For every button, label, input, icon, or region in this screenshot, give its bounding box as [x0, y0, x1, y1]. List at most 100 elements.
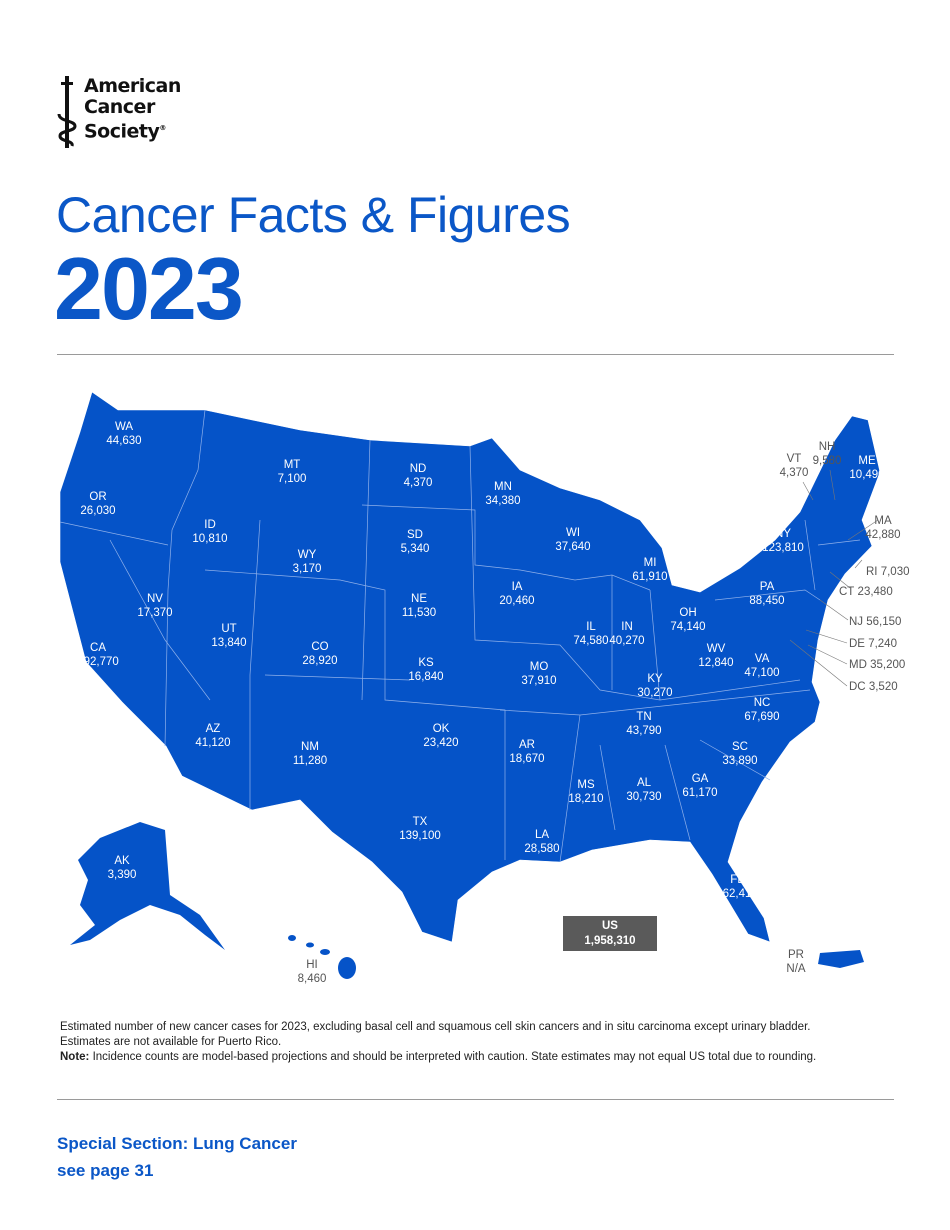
- hawaii-shape: [288, 935, 356, 979]
- state-label-wy: WY 3,170: [293, 548, 322, 576]
- logo-line-3: Society: [84, 120, 160, 143]
- state-value: 10,810: [192, 533, 228, 545]
- state-value: 13,840: [211, 637, 247, 649]
- state-value: 42,880: [865, 529, 901, 541]
- state-value: 28,920: [302, 655, 338, 667]
- state-abbr: VA: [754, 653, 770, 665]
- state-label-wi: WI 37,640: [555, 526, 590, 554]
- state-label-ga: GA 61,170: [682, 772, 717, 800]
- state-value: 43,790: [626, 725, 662, 737]
- state-value: 41,120: [195, 737, 231, 749]
- state-value: 37,640: [555, 541, 591, 553]
- state-value: 10,490: [849, 469, 885, 481]
- state-abbr: FL: [730, 874, 744, 886]
- state-abbr: DE: [849, 638, 865, 650]
- state-abbr: AK: [114, 855, 130, 867]
- state-value: 28,580: [524, 843, 560, 855]
- state-label-vt: VT 4,370: [780, 452, 809, 480]
- state-value: 61,170: [682, 787, 718, 799]
- state-label-wa: WA 44,630: [106, 420, 141, 448]
- state-label-me: ME 10,490: [849, 454, 884, 482]
- state-abbr: GA: [691, 773, 709, 785]
- state-value: 61,910: [632, 571, 668, 583]
- state-abbr: MS: [577, 779, 595, 791]
- note-label: Note:: [60, 1051, 90, 1063]
- special-section[interactable]: Special Section: Lung Cancer see page 31: [57, 1130, 297, 1184]
- state-abbr: ID: [204, 519, 216, 531]
- state-abbr: KS: [418, 657, 434, 669]
- state-abbr: PA: [759, 581, 775, 593]
- state-value: 37,910: [521, 675, 557, 687]
- state-value: 8,460: [297, 973, 327, 985]
- state-label-ma: MA 42,880: [865, 514, 900, 542]
- state-label-nm: NM 11,280: [293, 740, 327, 768]
- state-abbr: OR: [89, 491, 107, 503]
- state-label-ct: CT 23,480: [839, 585, 893, 599]
- state-value: 20,460: [499, 595, 535, 607]
- state-label-nj: NJ 56,150: [849, 615, 901, 629]
- state-label-az: AZ 41,120: [195, 722, 230, 750]
- state-label-fl: FL 162,410: [716, 873, 758, 901]
- state-value: 3,520: [868, 681, 898, 693]
- state-value: 74,580: [573, 635, 609, 647]
- state-abbr: MA: [874, 515, 892, 527]
- leader-lines: [789, 469, 879, 687]
- state-value: 18,670: [509, 753, 545, 765]
- state-abbr: VT: [786, 453, 802, 465]
- state-abbr: CO: [311, 641, 329, 653]
- us-total-box: US 1,958,310: [563, 916, 657, 951]
- state-abbr: IN: [621, 621, 633, 633]
- state-label-oh: OH 74,140: [670, 606, 705, 634]
- state-borders: [59, 409, 861, 863]
- state-value: 3,390: [107, 869, 137, 881]
- state-value: 34,380: [485, 495, 521, 507]
- state-label-nv: NV 17,370: [137, 592, 172, 620]
- state-abbr: UT: [221, 623, 237, 635]
- state-label-ca: CA 192,770: [77, 641, 119, 669]
- state-label-ar: AR 18,670: [509, 738, 544, 766]
- state-abbr: NH: [818, 441, 836, 453]
- acs-logo: American Cancer Society®: [56, 76, 181, 148]
- special-section-title: Special Section: Lung Cancer: [57, 1134, 297, 1153]
- state-abbr: NC: [753, 697, 771, 709]
- state-value: 40,270: [609, 635, 645, 647]
- state-abbr: MO: [529, 661, 549, 673]
- state-value: 11,280: [292, 755, 328, 767]
- state-abbr: WI: [565, 527, 581, 539]
- state-value: 30,730: [626, 791, 662, 803]
- state-value: 9,580: [812, 455, 842, 467]
- state-label-al: AL 30,730: [626, 776, 661, 804]
- state-value: 67,690: [744, 711, 780, 723]
- state-label-tx: TX 139,100: [399, 815, 441, 843]
- state-label-ne: NE 11,530: [402, 592, 436, 620]
- state-abbr: WV: [706, 643, 726, 655]
- state-abbr: LA: [534, 829, 550, 841]
- state-value: 5,340: [400, 543, 430, 555]
- state-abbr: RI: [866, 566, 878, 578]
- state-label-ut: UT 13,840: [211, 622, 246, 650]
- state-abbr: AR: [519, 739, 535, 751]
- state-label-wv: WV 12,840: [698, 642, 733, 670]
- state-value: 35,200: [870, 659, 906, 671]
- state-abbr: CT: [839, 586, 855, 598]
- state-value: 4,370: [779, 467, 809, 479]
- state-label-co: CO 28,920: [302, 640, 337, 668]
- state-abbr: WY: [297, 549, 317, 561]
- state-label-ia: IA 20,460: [499, 580, 534, 608]
- logo-line-1: American: [84, 75, 181, 97]
- state-value: 23,480: [857, 586, 893, 598]
- us-total-label: US: [602, 920, 618, 932]
- state-label-dc: DC 3,520: [849, 680, 898, 694]
- state-label-ri: RI 7,030: [866, 565, 909, 579]
- state-value: 74,140: [670, 621, 706, 633]
- state-abbr: TN: [636, 711, 652, 723]
- state-abbr: AL: [636, 777, 652, 789]
- state-label-il: IL 74,580: [573, 620, 608, 648]
- logo-line-2: Cancer: [84, 96, 155, 118]
- state-abbr: DC: [849, 681, 866, 693]
- state-label-pr: PR N/A: [786, 948, 805, 976]
- state-label-id: ID 10,810: [192, 518, 227, 546]
- state-value: 56,150: [866, 616, 902, 628]
